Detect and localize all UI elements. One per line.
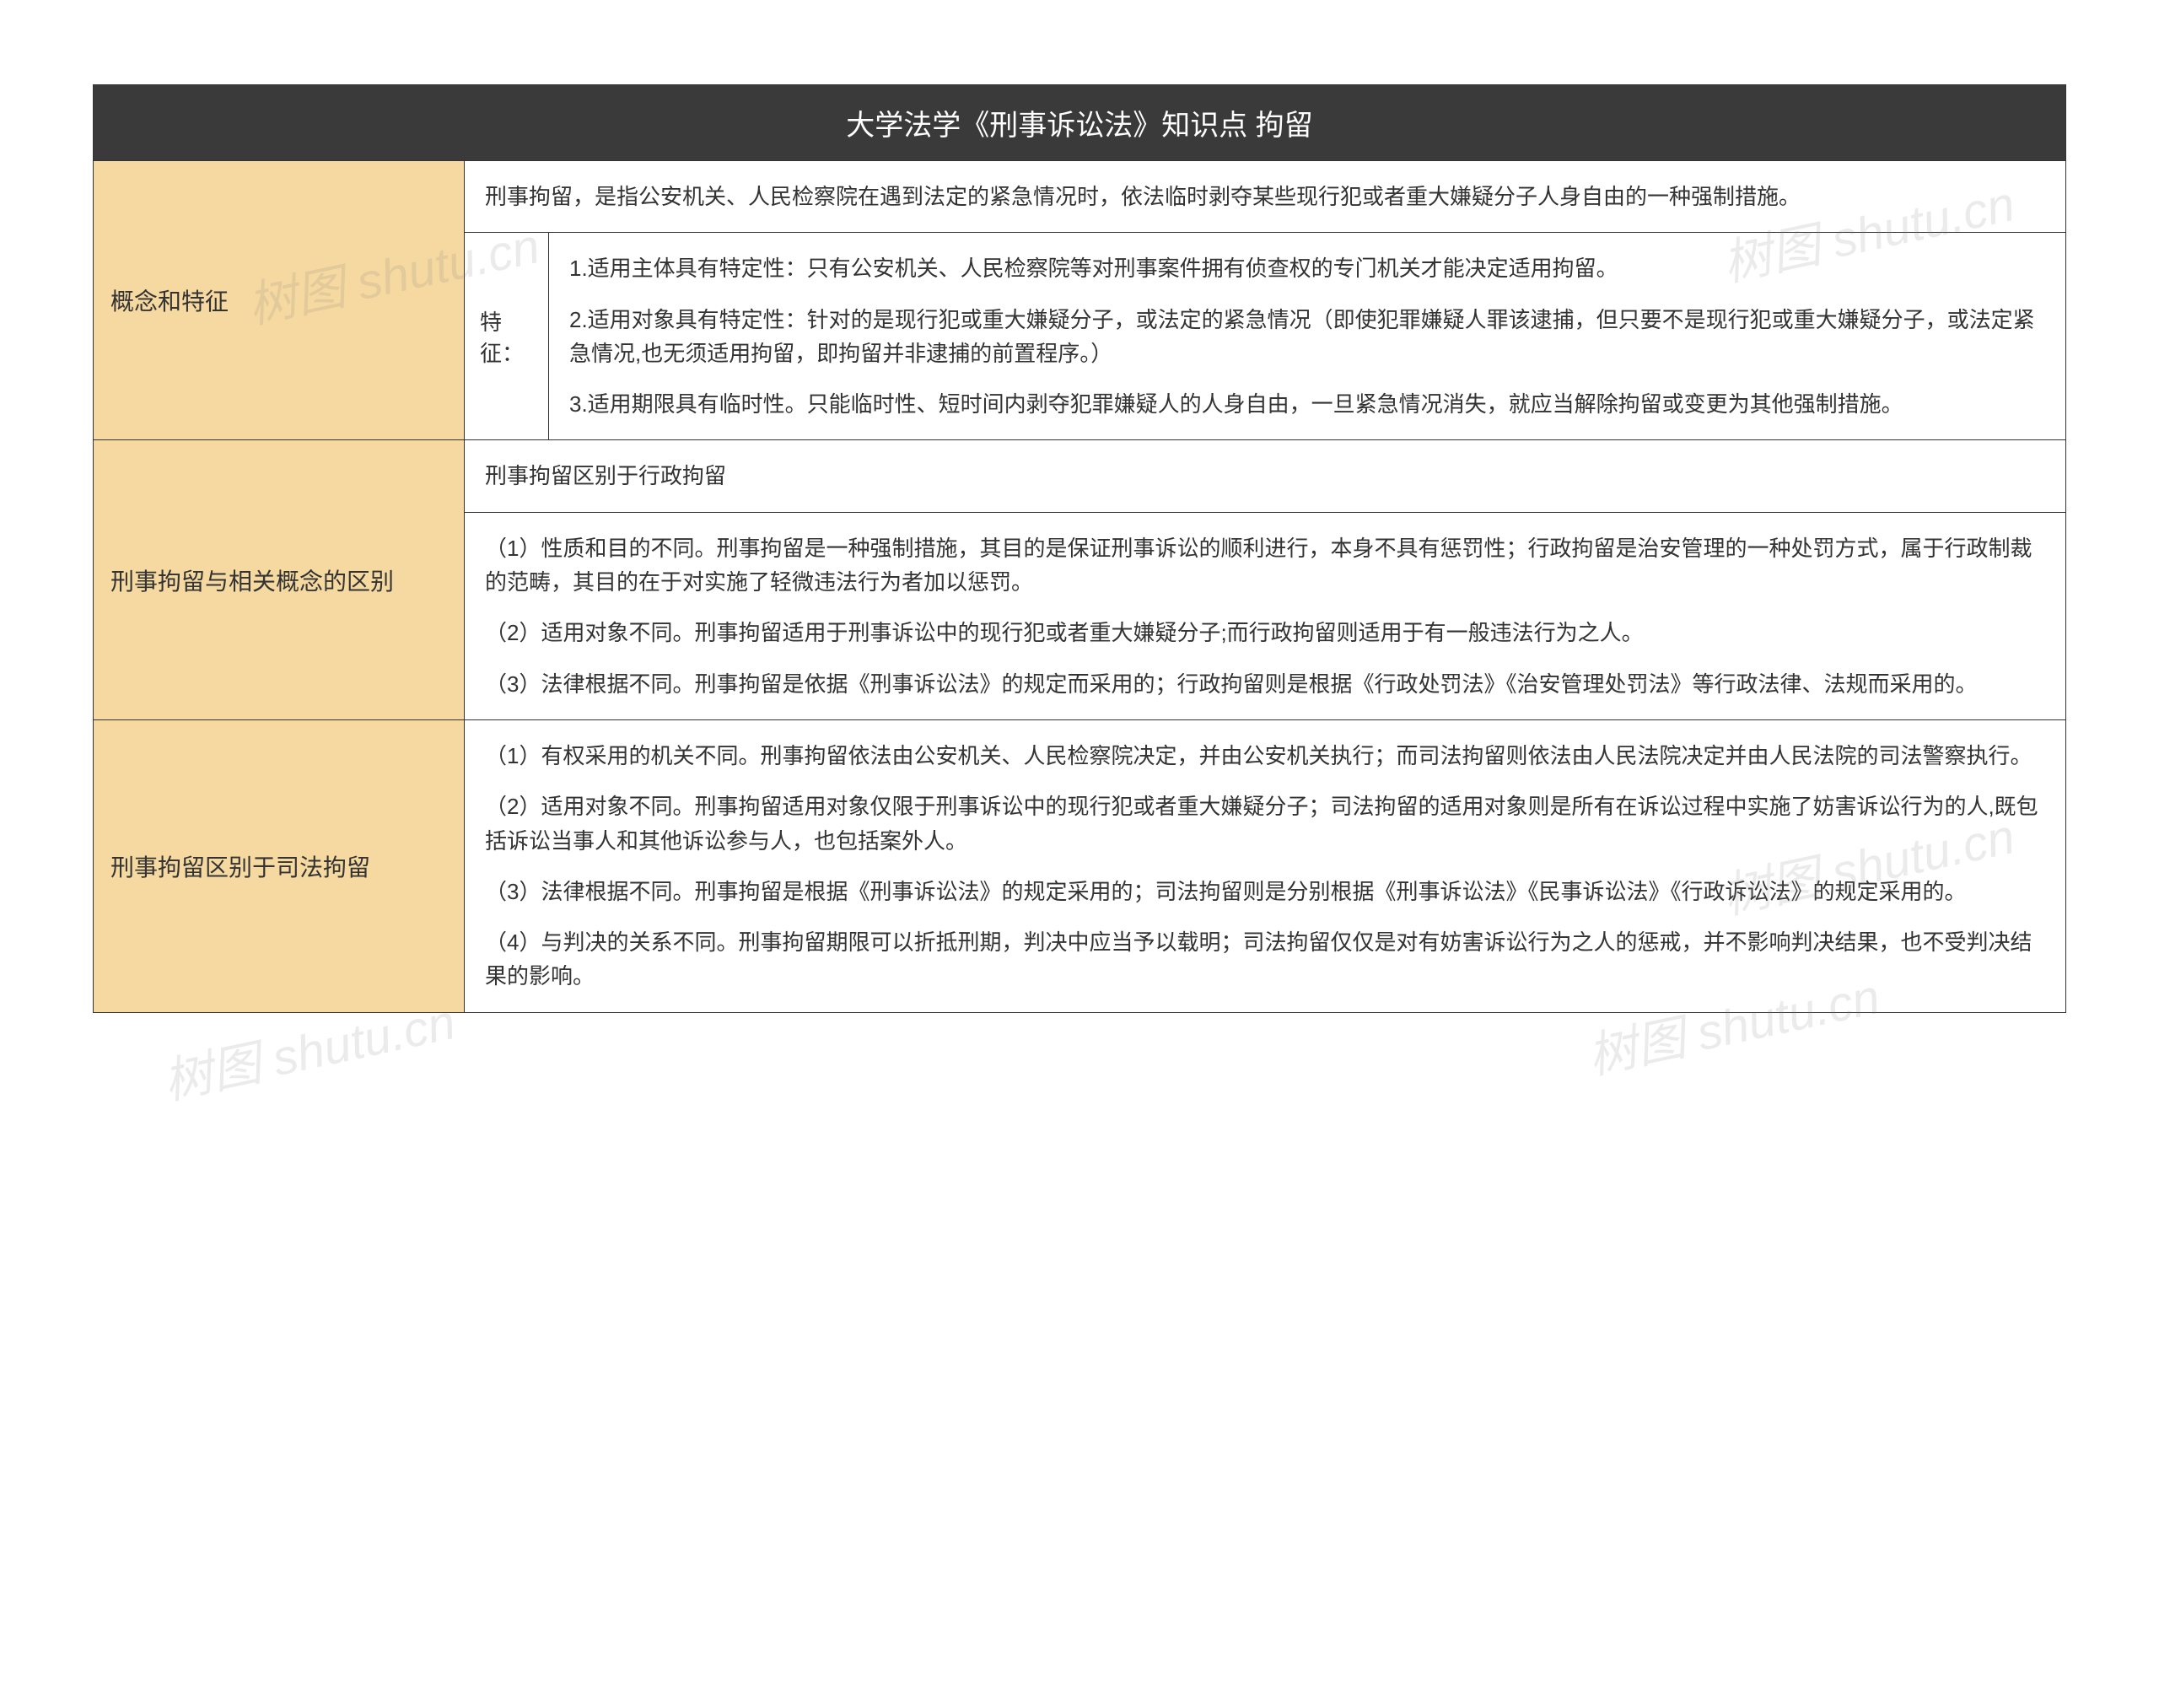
table-title: 大学法学《刑事诉讼法》知识点 拘留: [94, 85, 2065, 161]
section-label: 刑事拘留区别于司法拘留: [94, 720, 465, 1012]
feature-label: 特征：: [465, 233, 549, 439]
section-row: 概念和特征 刑事拘留，是指公安机关、人民检察院在遇到法定的紧急情况时，依法临时剥…: [94, 161, 2065, 440]
intro-text: 刑事拘留区别于行政拘留: [465, 440, 2065, 512]
point-item: （4）与判决的关系不同。刑事拘留期限可以折抵刑期，判决中应当予以载明；司法拘留仅…: [485, 925, 2045, 994]
point-item: （2）适用对象不同。刑事拘留适用于刑事诉讼中的现行犯或者重大嫌疑分子;而行政拘留…: [485, 616, 2045, 649]
section-content: 刑事拘留区别于行政拘留 （1）性质和目的不同。刑事拘留是一种强制措施，其目的是保…: [465, 440, 2065, 719]
intro-text: 刑事拘留，是指公安机关、人民检察院在遇到法定的紧急情况时，依法临时剥夺某些现行犯…: [465, 161, 2065, 233]
section-content: 刑事拘留，是指公安机关、人民检察院在遇到法定的紧急情况时，依法临时剥夺某些现行犯…: [465, 161, 2065, 439]
section-row: 刑事拘留与相关概念的区别 刑事拘留区别于行政拘留 （1）性质和目的不同。刑事拘留…: [94, 440, 2065, 719]
section-content: （1）有权采用的机关不同。刑事拘留依法由公安机关、人民检察院决定，并由公安机关执…: [465, 720, 2065, 1012]
point-list: （1）性质和目的不同。刑事拘留是一种强制措施，其目的是保证刑事诉讼的顺利进行，本…: [465, 513, 2065, 719]
section-label: 刑事拘留与相关概念的区别: [94, 440, 465, 719]
point-list: （1）有权采用的机关不同。刑事拘留依法由公安机关、人民检察院决定，并由公安机关执…: [465, 720, 2065, 1012]
feature-item: 3.适用期限具有临时性。只能临时性、短时间内剥夺犯罪嫌疑人的人身自由，一旦紧急情…: [569, 387, 2045, 421]
feature-list: 1.适用主体具有特定性：只有公安机关、人民检察院等对刑事案件拥有侦查权的专门机关…: [549, 233, 2065, 439]
section-row: 刑事拘留区别于司法拘留 （1）有权采用的机关不同。刑事拘留依法由公安机关、人民检…: [94, 720, 2065, 1012]
feature-row: 特征： 1.适用主体具有特定性：只有公安机关、人民检察院等对刑事案件拥有侦查权的…: [465, 233, 2065, 439]
point-item: （1）有权采用的机关不同。刑事拘留依法由公安机关、人民检察院决定，并由公安机关执…: [485, 739, 2045, 773]
point-item: （1）性质和目的不同。刑事拘留是一种强制措施，其目的是保证刑事诉讼的顺利进行，本…: [485, 531, 2045, 600]
feature-item: 2.适用对象具有特定性：针对的是现行犯或重大嫌疑分子，或法定的紧急情况（即使犯罪…: [569, 303, 2045, 371]
point-item: （2）适用对象不同。刑事拘留适用对象仅限于刑事诉讼中的现行犯或者重大嫌疑分子；司…: [485, 789, 2045, 858]
page-wrapper: 树图 shutu.cn 树图 shutu.cn 树图 shutu.cn 树图 s…: [93, 84, 2066, 1013]
feature-item: 1.适用主体具有特定性：只有公安机关、人民检察院等对刑事案件拥有侦查权的专门机关…: [569, 251, 2045, 285]
knowledge-table: 大学法学《刑事诉讼法》知识点 拘留 概念和特征 刑事拘留，是指公安机关、人民检察…: [93, 84, 2066, 1013]
point-item: （3）法律根据不同。刑事拘留是依据《刑事诉讼法》的规定而采用的；行政拘留则是根据…: [485, 667, 2045, 701]
section-label: 概念和特征: [94, 161, 465, 439]
point-item: （3）法律根据不同。刑事拘留是根据《刑事诉讼法》的规定采用的；司法拘留则是分别根…: [485, 875, 2045, 908]
